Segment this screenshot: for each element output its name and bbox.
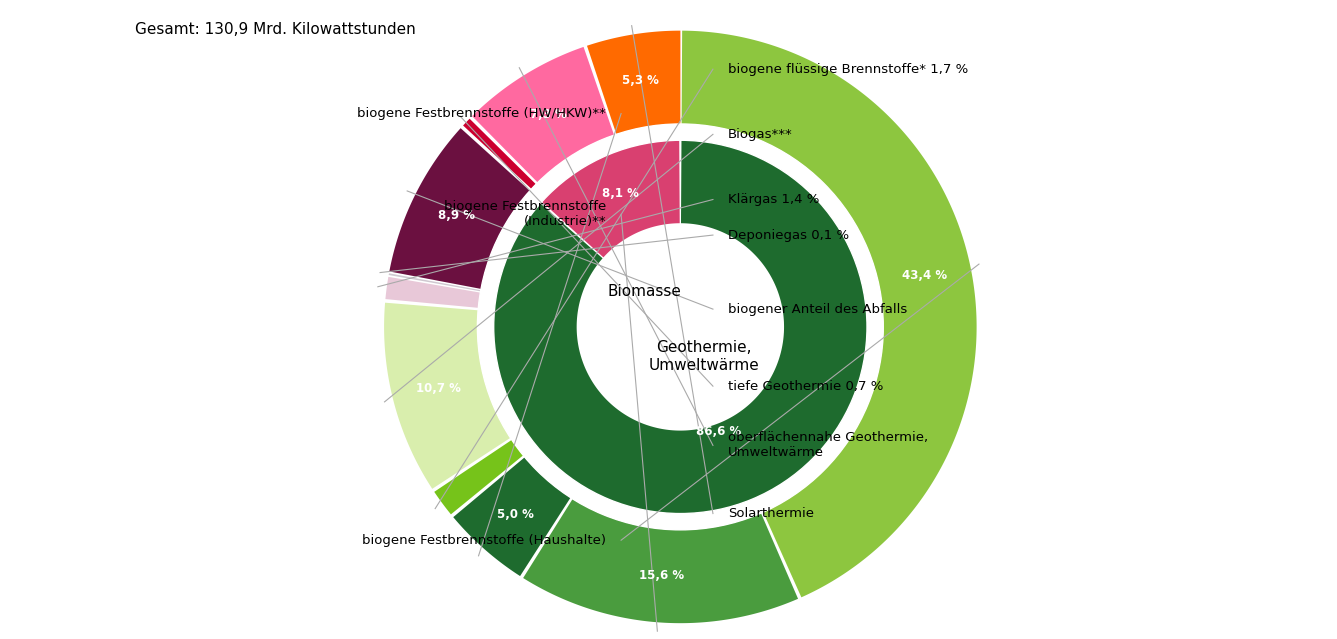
Polygon shape bbox=[523, 499, 798, 623]
Text: biogene Festbrennstoffe (HW/HKW)**: biogene Festbrennstoffe (HW/HKW)** bbox=[357, 107, 606, 120]
Polygon shape bbox=[682, 31, 976, 597]
Polygon shape bbox=[587, 31, 681, 134]
Text: 43,4 %: 43,4 % bbox=[902, 269, 947, 282]
Text: Solarthermie: Solarthermie bbox=[727, 507, 814, 520]
Text: Biogas***: Biogas*** bbox=[727, 128, 793, 141]
Text: Klärgas 1,4 %: Klärgas 1,4 % bbox=[727, 193, 820, 206]
Polygon shape bbox=[435, 440, 523, 514]
Polygon shape bbox=[389, 128, 529, 289]
Text: biogene Festbrennstoffe (Haushalte): biogene Festbrennstoffe (Haushalte) bbox=[362, 534, 606, 547]
Text: 8,9 %: 8,9 % bbox=[439, 209, 476, 222]
Polygon shape bbox=[453, 458, 571, 576]
Polygon shape bbox=[463, 119, 536, 189]
Text: 10,7 %: 10,7 % bbox=[416, 381, 461, 395]
Polygon shape bbox=[540, 139, 679, 258]
Text: 86,6 %: 86,6 % bbox=[697, 425, 742, 438]
Text: 7,3 %: 7,3 % bbox=[531, 109, 567, 121]
Polygon shape bbox=[492, 139, 869, 515]
Text: 5,0 %: 5,0 % bbox=[497, 507, 533, 521]
Text: 5,3 %: 5,3 % bbox=[622, 74, 659, 87]
Text: Deponiegas 0,1 %: Deponiegas 0,1 % bbox=[727, 229, 849, 242]
Text: biogene flüssige Brennstoffe* 1,7 %: biogene flüssige Brennstoffe* 1,7 % bbox=[727, 63, 968, 75]
Polygon shape bbox=[385, 277, 480, 308]
Text: 15,6 %: 15,6 % bbox=[639, 569, 685, 582]
Text: Biomasse: Biomasse bbox=[608, 284, 682, 299]
Text: Geothermie,
Umweltwärme: Geothermie, Umweltwärme bbox=[648, 341, 759, 373]
Text: oberflächennahe Geothermie,
Umweltwärme: oberflächennahe Geothermie, Umweltwärme bbox=[727, 431, 928, 459]
Text: Gesamt: 130,9 Mrd. Kilowattstunden: Gesamt: 130,9 Mrd. Kilowattstunden bbox=[135, 22, 416, 37]
Polygon shape bbox=[384, 303, 511, 489]
Text: biogener Anteil des Abfalls: biogener Anteil des Abfalls bbox=[727, 303, 906, 316]
Polygon shape bbox=[472, 47, 614, 183]
Circle shape bbox=[578, 225, 782, 429]
Text: biogene Festbrennstoffe
(Industrie)**: biogene Festbrennstoffe (Industrie)** bbox=[444, 201, 606, 228]
Polygon shape bbox=[389, 273, 481, 291]
Text: 8,1 %: 8,1 % bbox=[602, 187, 639, 200]
Text: tiefe Geothermie 0,7 %: tiefe Geothermie 0,7 % bbox=[727, 380, 884, 392]
